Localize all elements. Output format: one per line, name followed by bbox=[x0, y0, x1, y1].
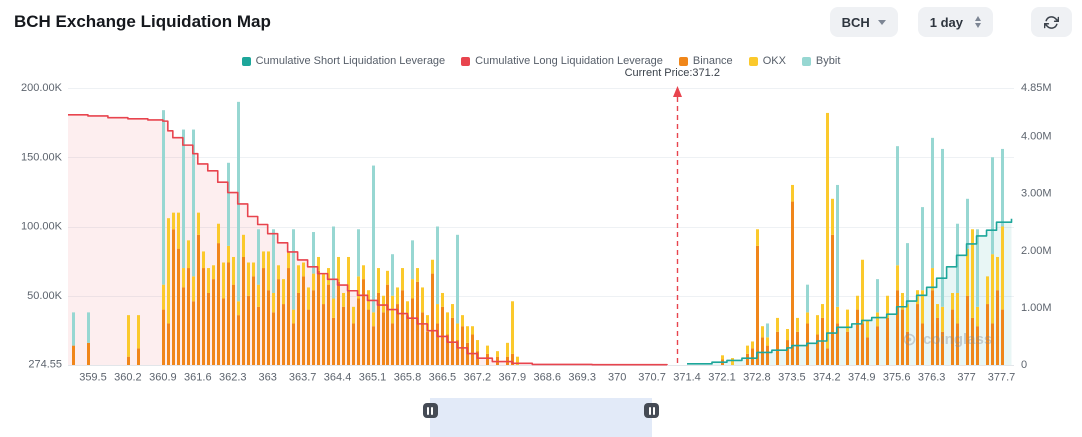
legend-item-short-leverage[interactable]: Cumulative Short Liquidation Leverage bbox=[241, 55, 446, 67]
liquidation-chart[interactable] bbox=[0, 0, 1082, 400]
legend-item-bybit[interactable]: Bybit bbox=[801, 55, 841, 67]
legend-label: Cumulative Long Liquidation Leverage bbox=[475, 55, 663, 67]
legend-item-binance[interactable]: Binance bbox=[678, 55, 733, 67]
watermark: coinglass bbox=[902, 331, 992, 348]
page-title: BCH Exchange Liquidation Map bbox=[14, 12, 271, 31]
symbol-select-value: BCH bbox=[841, 14, 870, 30]
datazoom[interactable] bbox=[0, 398, 1082, 437]
header-controls: BCH 1 day bbox=[829, 7, 1072, 37]
stepper-down-icon bbox=[975, 23, 981, 28]
symbol-select[interactable]: BCH bbox=[829, 7, 898, 37]
header: BCH Exchange Liquidation Map BCH 1 day bbox=[14, 6, 1072, 38]
pause-icon bbox=[427, 406, 430, 415]
legend-label: Bybit bbox=[815, 55, 841, 67]
period-select-value: 1 day bbox=[929, 14, 963, 30]
datazoom-handle-left[interactable] bbox=[422, 403, 438, 418]
legend: Cumulative Short Liquidation Leverage Cu… bbox=[0, 55, 1082, 67]
stepper-up-icon bbox=[975, 16, 981, 21]
datazoom-handle-right[interactable] bbox=[644, 403, 660, 418]
legend-label: OKX bbox=[762, 55, 786, 67]
stepper-icons bbox=[975, 16, 981, 28]
refresh-button[interactable] bbox=[1031, 7, 1072, 37]
legend-swatch bbox=[461, 56, 471, 66]
watermark-text: coinglass bbox=[923, 331, 993, 348]
legend-item-long-leverage[interactable]: Cumulative Long Liquidation Leverage bbox=[461, 55, 663, 67]
legend-label: Cumulative Short Liquidation Leverage bbox=[255, 55, 446, 67]
refresh-icon bbox=[1044, 15, 1059, 29]
legend-swatch bbox=[241, 56, 251, 66]
legend-item-okx[interactable]: OKX bbox=[748, 55, 786, 67]
legend-swatch bbox=[748, 56, 758, 66]
coinglass-logo-icon bbox=[903, 333, 916, 346]
pause-icon bbox=[648, 406, 651, 415]
legend-swatch bbox=[678, 56, 688, 66]
period-select[interactable]: 1 day bbox=[917, 7, 993, 37]
legend-swatch bbox=[801, 56, 811, 66]
datazoom-selection[interactable] bbox=[422, 398, 660, 437]
legend-label: Binance bbox=[692, 55, 733, 67]
current-price-label: Current Price:371.2 bbox=[624, 67, 720, 79]
chevron-down-icon bbox=[877, 19, 886, 25]
